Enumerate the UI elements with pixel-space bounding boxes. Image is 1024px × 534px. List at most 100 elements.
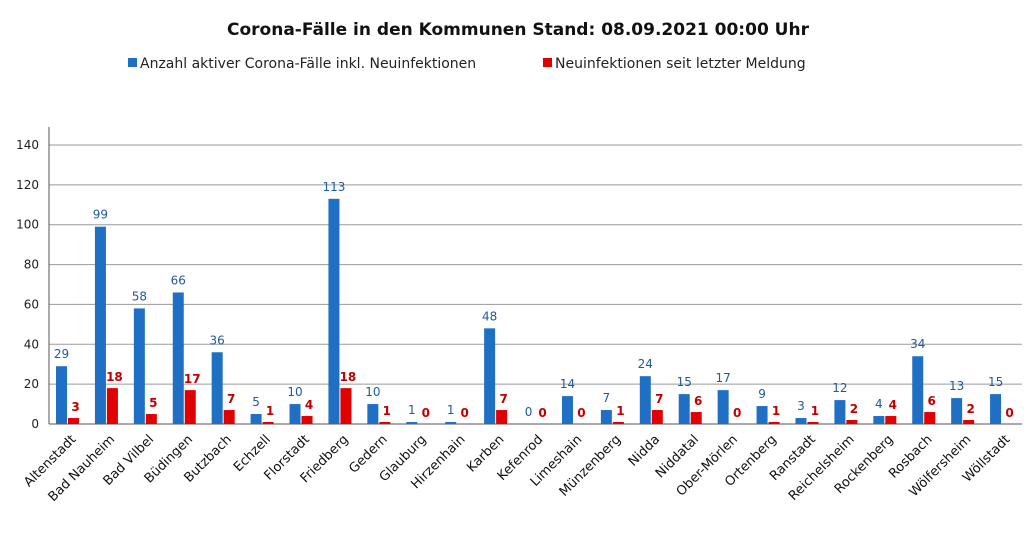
data-label-new: 4 [305, 398, 313, 412]
bar-active [600, 410, 612, 424]
data-label-active: 99 [93, 208, 108, 222]
data-label-active: 29 [54, 347, 69, 361]
legend: Anzahl aktiver Corona-Fälle inkl. Neuinf… [128, 56, 806, 72]
bar-new [262, 422, 274, 424]
data-label-active: 10 [365, 385, 380, 399]
y-tick-label: 100 [16, 218, 39, 232]
data-label-active: 13 [949, 379, 964, 393]
bar-new [846, 420, 858, 424]
bar-active [756, 406, 768, 424]
data-label-new: 1 [772, 404, 780, 418]
data-label-new: 5 [149, 396, 157, 410]
bar-active [990, 394, 1002, 424]
data-label-new: 17 [184, 372, 201, 386]
y-tick-label: 20 [24, 377, 39, 391]
data-label-active: 15 [988, 375, 1003, 389]
bar-active [951, 398, 963, 424]
bar-new [106, 388, 118, 424]
data-label-active: 1 [408, 403, 416, 417]
bar-new [612, 422, 624, 424]
bar-new [68, 418, 79, 424]
data-label-active: 66 [171, 273, 186, 287]
data-label-active: 24 [638, 357, 653, 371]
bar-active [250, 414, 262, 424]
chart-title: Corona-Fälle in den Kommunen Stand: 08.0… [227, 20, 810, 40]
data-label-new: 6 [928, 394, 936, 408]
data-label-new: 1 [811, 404, 819, 418]
bar-active [367, 404, 379, 424]
data-label-new: 7 [499, 392, 507, 406]
bar-new [379, 422, 391, 424]
data-label-new: 0 [538, 406, 546, 420]
bar-active [94, 226, 106, 424]
bar-active [56, 366, 67, 424]
data-label-new: 6 [694, 394, 702, 408]
data-label-active: 1 [447, 403, 455, 417]
data-label-new: 1 [266, 404, 274, 418]
bar-new [223, 410, 235, 424]
data-label-new: 2 [850, 402, 858, 416]
bar-active [678, 394, 690, 424]
y-tick-label: 60 [24, 297, 39, 311]
legend-swatch-new [543, 58, 552, 67]
bar-new [885, 416, 897, 424]
data-label-new: 1 [616, 404, 624, 418]
data-label-active: 10 [287, 385, 302, 399]
legend-label-new: Neuinfektionen seit letzter Meldung [555, 56, 806, 72]
bar-new [496, 410, 508, 424]
data-label-new: 7 [227, 392, 235, 406]
bar-new [340, 388, 352, 424]
x-tick-label: Nidda [626, 432, 663, 469]
bar-active [561, 396, 573, 424]
data-label-active: 15 [677, 375, 692, 389]
data-label-active: 4 [875, 397, 883, 411]
bar-new [924, 412, 936, 424]
data-label-new: 1 [383, 404, 391, 418]
bars [56, 198, 1002, 424]
bar-new [690, 412, 702, 424]
data-label-new: 4 [889, 398, 897, 412]
data-label-new: 18 [106, 370, 123, 384]
data-label-active: 7 [603, 391, 611, 405]
bar-new [963, 420, 975, 424]
data-label-new: 3 [71, 400, 79, 414]
data-label-active: 3 [797, 399, 805, 413]
bar-active [912, 356, 924, 424]
data-label-active: 48 [482, 309, 497, 323]
data-label-new: 2 [966, 402, 974, 416]
bar-new [145, 414, 157, 424]
data-label-new: 18 [340, 370, 357, 384]
bar-new [301, 416, 313, 424]
data-label-new: 0 [577, 406, 585, 420]
y-tick-label: 0 [31, 417, 39, 431]
data-label-active: 0 [525, 405, 533, 419]
bar-active [484, 328, 496, 424]
bar-new [807, 422, 819, 424]
data-label-active: 5 [252, 395, 260, 409]
gridlines [49, 144, 1022, 385]
y-tick-label: 120 [16, 178, 39, 192]
bar-active [172, 292, 184, 424]
y-tick-label: 140 [16, 138, 39, 152]
bar-active [445, 422, 457, 424]
legend-label-active: Anzahl aktiver Corona-Fälle inkl. Neuinf… [140, 56, 476, 72]
data-label-active: 14 [560, 377, 575, 391]
y-tick-label: 40 [24, 337, 39, 351]
bar-active [873, 416, 885, 424]
bar-active [406, 422, 418, 424]
bar-active [289, 404, 301, 424]
data-label-new: 0 [1005, 406, 1013, 420]
legend-swatch-active [128, 58, 137, 67]
bar-active [834, 400, 846, 424]
data-label-active: 58 [132, 289, 147, 303]
bar-active [639, 376, 651, 424]
data-label-new: 0 [733, 406, 741, 420]
y-tick-label: 80 [24, 258, 39, 272]
data-label-active: 113 [322, 180, 345, 194]
bar-active [328, 198, 340, 424]
